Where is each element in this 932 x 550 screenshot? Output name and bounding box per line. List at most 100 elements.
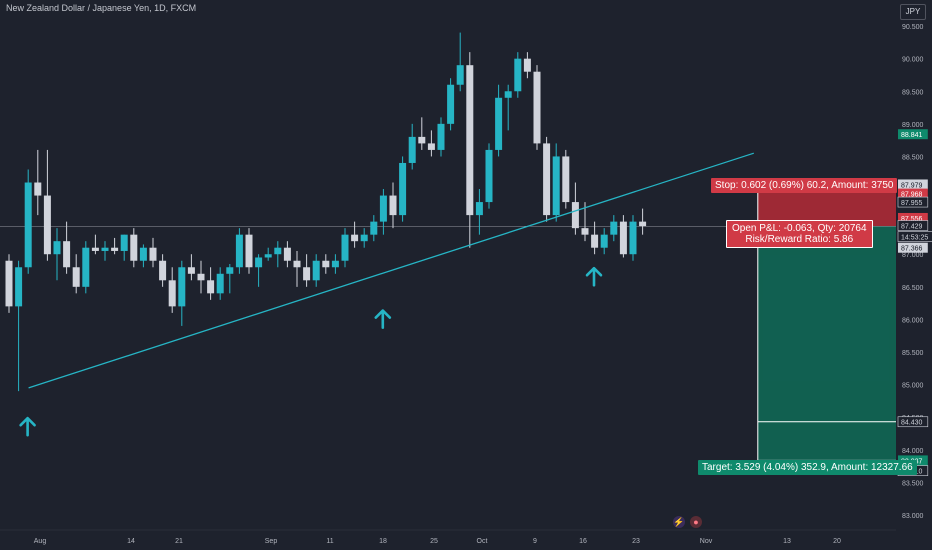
lightning-icon[interactable]: ⚡ — [673, 516, 685, 528]
candle-body — [600, 234, 608, 248]
price-label-box — [897, 220, 929, 231]
y-tick-label: 85.000 — [902, 383, 924, 390]
candle-body — [533, 71, 541, 144]
candle-body — [63, 241, 71, 268]
pnl-line-1: Open P&L: -0.063, Qty: 20764 — [732, 223, 867, 234]
candle-body — [5, 260, 13, 307]
candle-body — [274, 247, 282, 255]
y-tick-label: 83.000 — [902, 513, 924, 520]
candle-body — [523, 58, 531, 72]
x-tick-label: 16 — [579, 538, 587, 545]
candle-body — [562, 156, 570, 203]
target-label: Target: 3.529 (4.04%) 352.9, Amount: 123… — [698, 460, 917, 475]
candle-body — [610, 221, 618, 235]
price-label-box — [898, 212, 928, 223]
candle-body — [293, 260, 301, 268]
trendline — [28, 152, 755, 389]
stop-label: Stop: 0.602 (0.69%) 60.2, Amount: 3750 — [711, 178, 898, 193]
candle-body — [24, 182, 32, 268]
price-label-box — [898, 242, 928, 253]
pnl-line-2: Risk/Reward Ratio: 5.86 — [745, 234, 854, 245]
pnl-label: Open P&L: -0.063, Qty: 20764 Risk/Reward… — [726, 220, 873, 248]
x-tick-label: Nov — [700, 538, 713, 545]
x-tick-label: 13 — [783, 538, 791, 545]
candle-body — [159, 260, 167, 281]
price-label: 88.841 — [901, 132, 923, 139]
x-tick-label: 21 — [175, 538, 183, 545]
candle-body — [15, 267, 23, 307]
candle-body — [485, 149, 493, 203]
x-tick-label: 23 — [632, 538, 640, 545]
candle-body — [168, 280, 176, 307]
candle-body — [72, 267, 80, 287]
candle-body — [120, 234, 128, 251]
price-label-box — [898, 188, 928, 199]
candle-body — [466, 65, 474, 216]
price-label: 87.366 — [901, 246, 923, 253]
candle-body — [303, 267, 311, 281]
candle-body — [639, 221, 647, 227]
price-label: 87.979 — [901, 182, 923, 189]
price-label: 87.429 — [901, 224, 923, 231]
x-tick-label: 14 — [127, 538, 135, 545]
candle-body — [264, 254, 272, 258]
price-label-box — [898, 129, 928, 140]
candle-body — [379, 195, 387, 222]
candle-body — [149, 247, 157, 261]
candle-body — [111, 247, 119, 251]
currency-button[interactable]: JPY — [900, 4, 926, 20]
candle-body — [552, 156, 560, 216]
y-tick-label: 83.500 — [902, 480, 924, 487]
candle-body — [331, 260, 339, 268]
y-tick-label: 85.500 — [902, 350, 924, 357]
y-tick-label: 86.500 — [902, 285, 924, 292]
candle-body — [619, 221, 627, 255]
event-icon[interactable]: ● — [690, 516, 702, 528]
candle-body — [312, 260, 320, 281]
price-label: 84.430 — [901, 420, 923, 427]
candle-body — [187, 267, 195, 274]
candle-body — [351, 234, 359, 242]
y-tick-label: 87.000 — [902, 252, 924, 259]
x-tick-label: Oct — [477, 538, 488, 545]
candle-body — [139, 247, 147, 261]
candle-body — [456, 65, 464, 85]
y-tick-label: 90.500 — [902, 24, 924, 31]
candle-body — [360, 234, 368, 242]
price-label: 87.955 — [901, 200, 923, 207]
candle-body — [91, 247, 99, 251]
symbol-title: New Zealand Dollar / Japanese Yen, 1D, F… — [6, 3, 197, 13]
up-arrow-icon — [374, 309, 392, 329]
y-tick-label: 89.500 — [902, 89, 924, 96]
candle-body — [389, 195, 397, 216]
candle-body — [322, 260, 330, 268]
candle-body — [437, 123, 445, 150]
candle-body — [629, 221, 637, 255]
up-arrow-icon — [19, 416, 36, 437]
candle-body — [581, 228, 589, 235]
x-tick-label: Sep — [265, 538, 278, 545]
candle-body — [43, 195, 51, 255]
x-tick-label: 25 — [430, 538, 438, 545]
candle-body — [197, 273, 205, 281]
candle-body — [427, 143, 435, 150]
x-tick-label: 9 — [533, 538, 537, 545]
candle-body — [130, 234, 138, 261]
price-label: 87.556 — [901, 216, 923, 223]
x-tick-label: Aug — [34, 538, 47, 545]
candle-body — [341, 234, 349, 261]
target-zone — [757, 226, 896, 461]
candle-body — [408, 136, 416, 163]
up-arrow-icon — [585, 266, 603, 287]
candle-body — [245, 234, 253, 268]
candle-body — [475, 202, 483, 216]
candle-body — [34, 182, 42, 196]
price-label-box — [897, 196, 929, 208]
y-tick-label: 84.000 — [902, 448, 924, 455]
candle-body — [399, 162, 407, 216]
candle-body — [101, 247, 109, 251]
x-tick-label: 11 — [326, 538, 333, 545]
candle-body — [571, 202, 579, 229]
candle-body — [53, 241, 61, 255]
candle-body — [543, 143, 551, 216]
